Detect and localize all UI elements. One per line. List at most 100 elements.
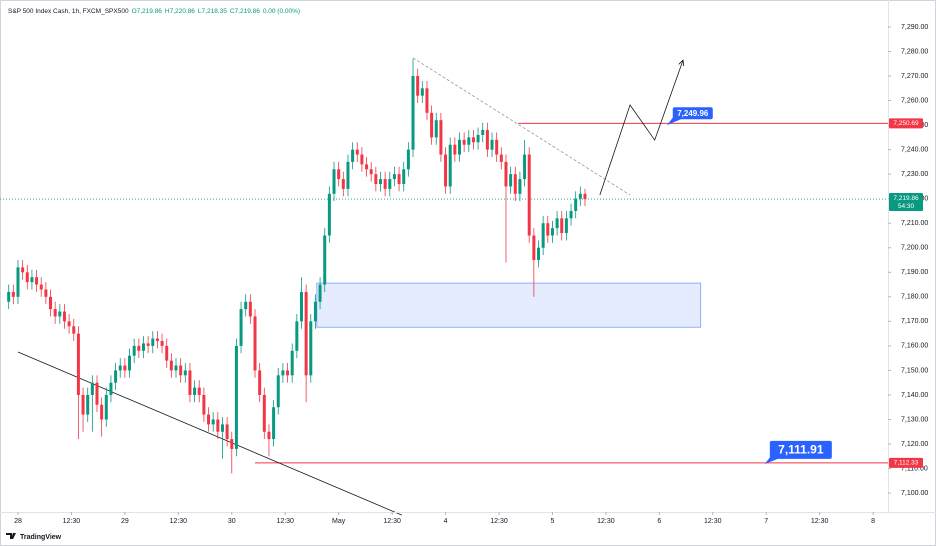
candle-body xyxy=(471,137,475,143)
candle-body xyxy=(146,343,150,346)
callout-label: 7,249.96 xyxy=(677,109,709,118)
candle-body xyxy=(518,179,522,194)
candle-body xyxy=(457,139,461,155)
y-tick-label: 7,110.00 xyxy=(901,465,928,472)
candle-body xyxy=(118,365,122,371)
candle-body xyxy=(30,277,34,283)
candle-body xyxy=(392,174,396,180)
last-price-label: 7,219.86 xyxy=(893,195,919,202)
x-tick-label: 5 xyxy=(550,518,554,525)
candle-body xyxy=(495,139,499,155)
candle-body xyxy=(583,193,587,200)
candle-body xyxy=(318,284,322,302)
ohlc-value: C7,219.86 xyxy=(230,8,260,15)
candle-body xyxy=(179,365,183,376)
logo-icon xyxy=(6,533,16,539)
candle-body xyxy=(39,284,43,290)
y-tick-label: 7,120.00 xyxy=(901,441,928,448)
candle-body xyxy=(25,272,29,283)
candle-body xyxy=(272,407,276,440)
candle-body xyxy=(286,370,290,376)
y-tick-label: 7,260.00 xyxy=(901,97,928,104)
candle-body xyxy=(193,387,197,395)
x-tick-label: 12:30 xyxy=(811,518,829,525)
x-tick-label: 12:30 xyxy=(383,518,401,525)
candle-body xyxy=(11,291,15,297)
candle-body xyxy=(62,311,66,322)
candle-body xyxy=(499,154,503,162)
candle-body xyxy=(304,291,308,376)
candle-body xyxy=(225,424,229,440)
ohlc-value: H7,220.86 xyxy=(165,8,195,15)
candle-body xyxy=(309,321,313,376)
candle-body xyxy=(123,365,127,371)
projection-path xyxy=(599,59,684,196)
candle-body xyxy=(165,345,169,361)
candle-body xyxy=(313,301,317,322)
candle-body xyxy=(555,218,559,229)
logo: TradingView xyxy=(6,533,62,541)
candle-body xyxy=(323,235,327,285)
candle-body xyxy=(35,277,39,285)
candle-body xyxy=(388,179,392,189)
x-tick-label: 12:30 xyxy=(170,518,188,525)
candle-body xyxy=(295,321,299,351)
candle-body xyxy=(72,326,76,334)
x-tick-label: 29 xyxy=(121,518,129,525)
candle-body xyxy=(86,394,90,415)
candle-body xyxy=(467,137,471,145)
candle-body xyxy=(564,218,568,234)
candle-body xyxy=(504,161,508,187)
candle-body xyxy=(276,375,280,408)
candle-body xyxy=(104,394,108,420)
candle-body xyxy=(7,291,11,302)
candle-body xyxy=(169,360,173,371)
candle-body xyxy=(430,112,434,138)
candle-body xyxy=(76,333,80,395)
callout-box xyxy=(672,107,713,120)
candle-body xyxy=(137,345,141,351)
candle-body xyxy=(485,130,489,150)
projection-arrowhead xyxy=(678,59,685,67)
candle-body xyxy=(44,289,48,297)
y-tick-label: 7,210.00 xyxy=(901,220,928,227)
candle-body xyxy=(420,88,424,96)
candle-body xyxy=(95,382,99,405)
y-tick-label: 7,140.00 xyxy=(901,392,928,399)
y-tick-label: 7,170.00 xyxy=(901,318,928,325)
candle-body xyxy=(141,343,145,351)
candle-body xyxy=(425,88,429,113)
candle-body xyxy=(513,174,517,194)
candle-body xyxy=(244,301,248,310)
candle-body xyxy=(346,161,350,189)
x-tick-label: 8 xyxy=(871,518,875,525)
y-tick-label: 7,190.00 xyxy=(901,269,928,276)
candle-body xyxy=(462,139,466,145)
candle-body xyxy=(207,414,211,425)
ohlc-value: O7,219.86 xyxy=(132,8,163,15)
last-price-box xyxy=(889,193,923,212)
candle-body xyxy=(234,345,238,449)
header-text: S&P 500 Index Cash, 1h, FXCM_SPX500 O7,21… xyxy=(8,8,300,15)
candle-body xyxy=(248,301,252,317)
candle-body xyxy=(365,164,369,170)
x-tick-label: 6 xyxy=(657,518,661,525)
candle-body xyxy=(481,130,485,135)
x-tick-label: 28 xyxy=(14,518,22,525)
candle-body xyxy=(337,169,341,180)
candle-body xyxy=(262,394,266,432)
symbol: S&P 500 Index Cash, 1h, FXCM_SPX500 xyxy=(8,8,129,15)
candle-body xyxy=(578,193,582,199)
x-tick-label: May xyxy=(332,518,346,525)
level-label-box xyxy=(889,457,923,468)
candle-body xyxy=(239,309,243,346)
candle-body xyxy=(444,154,448,187)
candle-body xyxy=(560,218,564,234)
candle-body xyxy=(569,210,573,219)
candle-body xyxy=(550,228,554,236)
x-tick-label: 7 xyxy=(764,518,768,525)
candle-body xyxy=(402,169,406,184)
candle-body xyxy=(327,193,331,236)
